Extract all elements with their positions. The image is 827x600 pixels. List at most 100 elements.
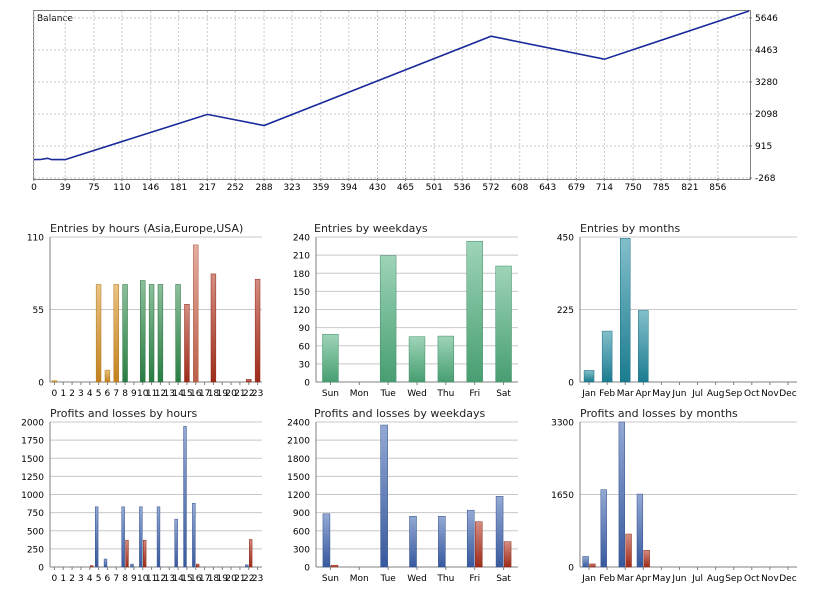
entries-weekdays-y-tick-label: 210 xyxy=(293,252,310,262)
entries-months-bar xyxy=(583,370,595,383)
entries-months-x-tick-label: Oct xyxy=(744,389,760,399)
entries-weekdays-x-tick-label: Wed xyxy=(407,389,427,399)
balance-chart-title: Balance xyxy=(37,14,73,24)
pl-hours-title: Profits and losses by hours xyxy=(50,407,198,420)
entries-weekdays-y-tick-label: 120 xyxy=(293,306,310,316)
balance-x-tick-label: 608 xyxy=(511,183,528,193)
pl-months-x-tick-label: Sep xyxy=(725,574,742,584)
entries-months-x-tick-label: Sep xyxy=(725,389,742,399)
pl-weekdays-profit-bar xyxy=(380,424,388,568)
pl-hours-y-tick-label: 1250 xyxy=(21,473,44,483)
pl-weekdays-y-tick-label: 1200 xyxy=(287,491,310,501)
pl-weekdays-profit-bar xyxy=(322,513,331,568)
balance-x-tick-label: 323 xyxy=(283,183,300,193)
pl-hours-x-tick-label: 10 xyxy=(137,574,149,584)
pl-hours-x-tick-label: 11 xyxy=(146,574,157,584)
balance-x-tick-label: 679 xyxy=(568,183,585,193)
pl-weekdays-y-tick-label: 2400 xyxy=(287,419,310,429)
balance-chart-panel xyxy=(33,10,751,180)
pl-hours-x-tick-label: 15 xyxy=(181,574,192,584)
balance-x-tick-label: 359 xyxy=(312,183,329,193)
pl-hours-loss-bar xyxy=(90,565,94,568)
entries-weekdays-x-tick-label: Tue xyxy=(379,389,396,399)
balance-x-tick-label: 572 xyxy=(482,183,499,193)
pl-weekdays-loss-bar xyxy=(503,541,512,568)
pl-weekdays-x-tick-label: Sat xyxy=(496,574,511,584)
entries-weekdays-y-tick-label: 150 xyxy=(293,288,310,298)
balance-x-tick-label: 181 xyxy=(170,183,187,193)
entries-hours-x-tick-label: 16 xyxy=(190,389,202,399)
entries-hours-bar xyxy=(157,284,164,383)
entries-hours-x-tick-label: 15 xyxy=(181,389,192,399)
balance-y-tick-label: 4463 xyxy=(755,46,778,56)
pl-hours-y-tick-label: 2000 xyxy=(21,419,44,429)
entries-months-title: Entries by months xyxy=(580,222,681,235)
balance-x-tick-label: 288 xyxy=(255,183,272,193)
entries-hours-bar xyxy=(210,273,217,383)
pl-hours-y-tick-label: 1000 xyxy=(21,491,44,501)
entries-weekdays-title: Entries by weekdays xyxy=(314,222,428,235)
balance-x-tick-label: 856 xyxy=(709,183,726,193)
entries-weekdays-x-tick-label: Sun xyxy=(322,389,339,399)
pl-hours-x-tick-label: 23 xyxy=(252,574,263,584)
balance-x-tick-label: 394 xyxy=(340,183,357,193)
pl-months-x-tick-label: Jul xyxy=(691,574,703,584)
entries-hours-x-tick-label: 5 xyxy=(96,389,102,399)
entries-weekdays-y-tick-label: 0 xyxy=(304,379,310,389)
entries-hours-x-tick-label: 3 xyxy=(78,389,84,399)
balance-x-tick-label: 0 xyxy=(31,183,37,193)
entries-months-y-tick-label: 225 xyxy=(557,306,574,316)
entries-weekdays-x-tick-label: Sat xyxy=(496,389,511,399)
entries-hours-y-tick-label: 0 xyxy=(38,379,44,389)
balance-x-tick-label: 252 xyxy=(227,183,244,193)
balance-y-tick-label: 3280 xyxy=(755,78,778,88)
entries-weekdays-bar xyxy=(408,336,426,383)
balance-chart-svg: 0 39 75 110 146 181 217 252 288 323 359 394 430 465 50… xyxy=(31,10,778,193)
entries-weekdays-y-tick-label: 240 xyxy=(293,234,310,244)
pl-months-y-tick-label: 1650 xyxy=(551,491,574,501)
balance-y-tick-label: -268 xyxy=(755,174,776,184)
pl-hours-profit-bar xyxy=(139,506,143,568)
entries-months-x-tick-label: Aug xyxy=(707,389,725,399)
pl-hours-y-tick-label: 1750 xyxy=(21,437,44,447)
entries-months-x-tick-label: Dec xyxy=(779,389,796,399)
entries-weekdays-bar xyxy=(322,334,339,383)
entries-hours-bar xyxy=(122,284,128,383)
pl-weekdays-loss-bar xyxy=(330,564,339,568)
entries-hours-y-tick-label: 110 xyxy=(27,234,44,244)
pl-hours-loss-bar xyxy=(249,539,253,568)
balance-x-tick-label: 430 xyxy=(369,183,386,193)
pl-months-x-tick-label: Jan xyxy=(581,574,596,584)
entries-weekdays-bar xyxy=(495,265,512,383)
pl-months-x-tick-label: May xyxy=(652,574,671,584)
pl-hours-loss-bar xyxy=(196,563,200,568)
pl-months-loss-bar xyxy=(625,533,632,568)
pl-months-y-tick-label: 3300 xyxy=(551,419,574,429)
pl-hours-x-tick-label: 19 xyxy=(217,574,229,584)
entries-months-bar xyxy=(638,310,649,383)
pl-months-profit-bar xyxy=(582,556,589,568)
entries-hours-x-tick-label: 1 xyxy=(60,389,66,399)
pl-months-profit-bar xyxy=(636,493,644,568)
pl-hours-profit-bar xyxy=(183,426,187,568)
entries-hours-x-tick-label: 21 xyxy=(234,389,245,399)
entries-months-y-tick-label: 0 xyxy=(568,379,574,389)
pl-hours-x-tick-label: 4 xyxy=(87,574,93,584)
pl-months-y-tick-label: 0 xyxy=(568,564,574,574)
entries-weekdays-x-tick-label: Fri xyxy=(469,389,480,399)
pl-hours-y-tick-label: 0 xyxy=(38,564,44,574)
pl-hours-x-tick-label: 8 xyxy=(122,574,128,584)
pl-hours-x-tick-label: 14 xyxy=(172,574,184,584)
pl-hours-x-tick-label: 13 xyxy=(164,574,175,584)
pl-hours-x-tick-label: 2 xyxy=(69,574,75,584)
balance-series-line xyxy=(33,10,750,161)
entries-hours-bar xyxy=(140,280,146,383)
pl-hours-x-tick-label: 5 xyxy=(96,574,102,584)
entries-hours-bar xyxy=(193,244,199,383)
balance-x-tick-label: 501 xyxy=(426,183,443,193)
entries-hours-x-tick-label: 11 xyxy=(146,389,157,399)
pl-hours-profit-bar xyxy=(130,563,134,568)
